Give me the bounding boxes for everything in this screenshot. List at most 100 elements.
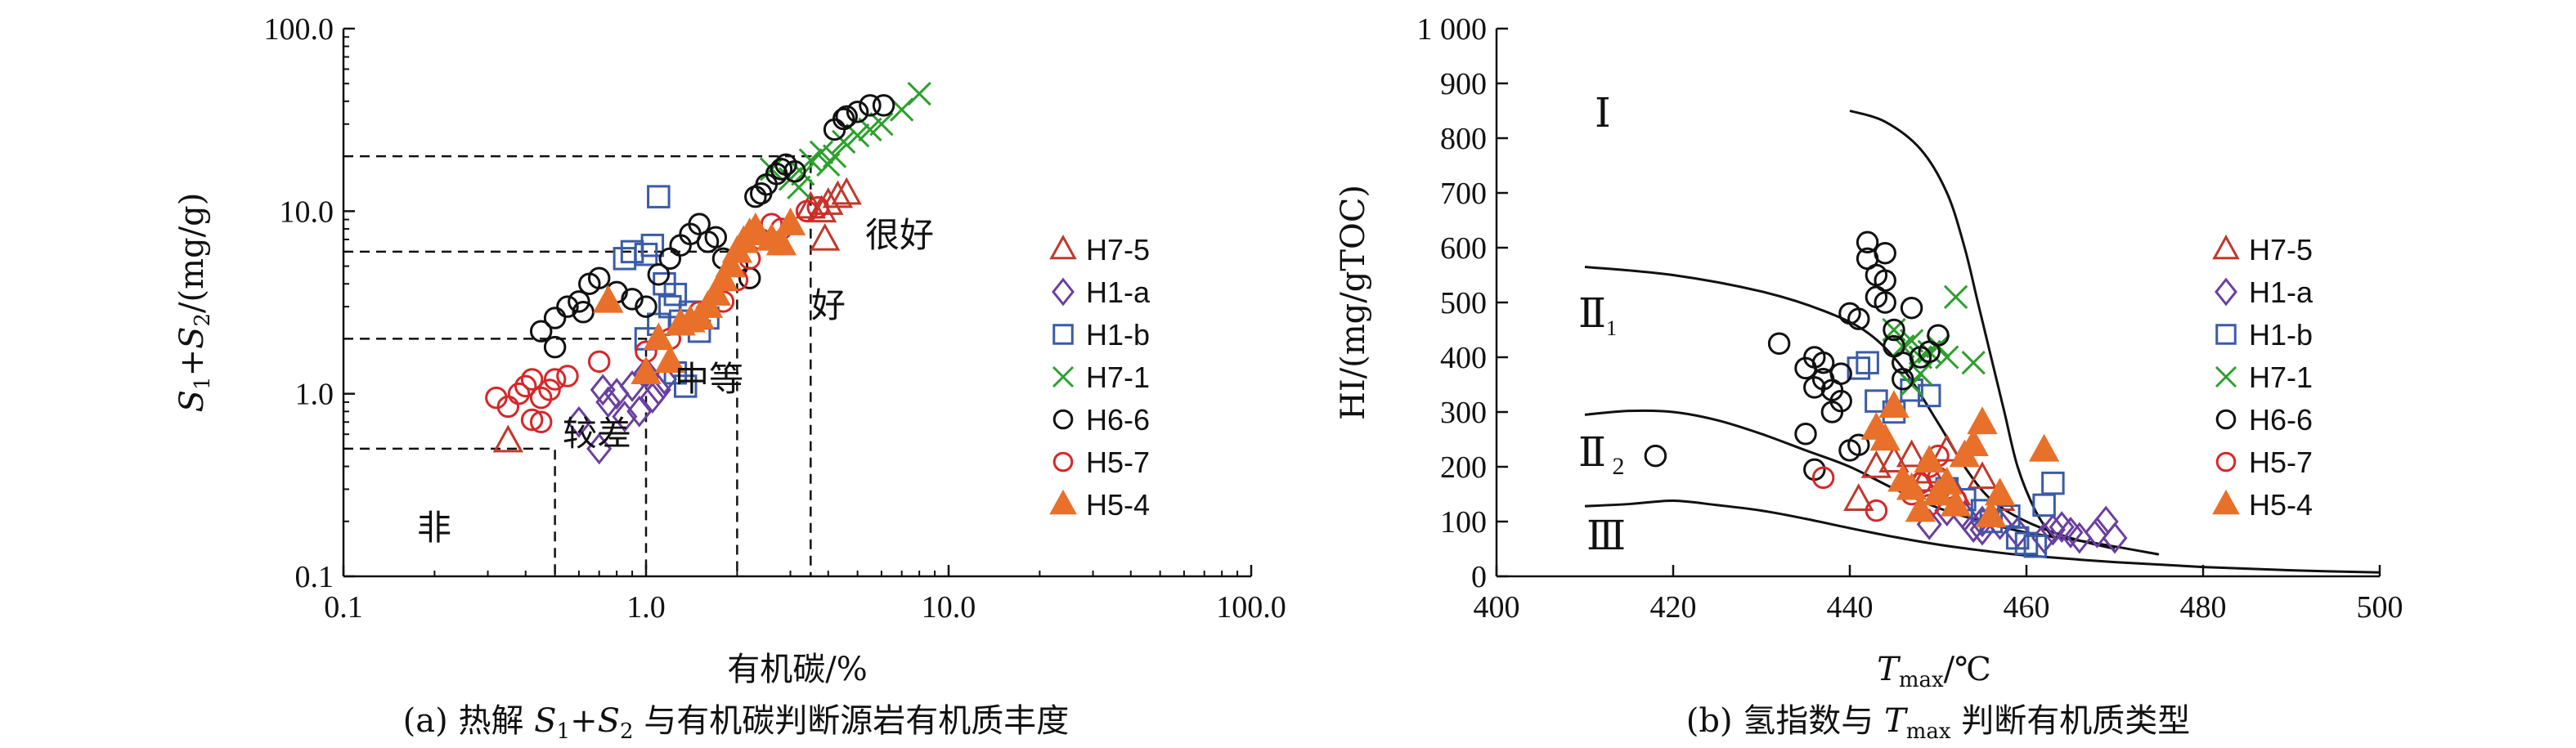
zone-label-poor-non: 非 (417, 508, 451, 548)
point-H1-a (2040, 513, 2066, 546)
point-H5-4 (1896, 472, 1928, 500)
panel-b-chart: 400 420 440 460 480 500 0 100 200 300 400 500 600 700… (1335, 12, 2403, 744)
legend-marker-H7-5 (1049, 234, 1077, 260)
point-H5-7 (806, 195, 829, 219)
point-H6-6 (1644, 444, 1667, 468)
panel-a-legend: H7-5 H1-a H1-b H7-1 H6-6 H5-7 H5-4 (1049, 233, 1151, 522)
point-H6-6 (1892, 368, 1914, 391)
legend-label-H1-b: H1-b (1086, 318, 1150, 352)
point-H5-7 (538, 378, 561, 401)
point-H6-6 (1829, 389, 1852, 413)
panel-b-legend: H7-5 H1-a H1-b H7-1 H6-6 H5-7 H5-4 (2212, 233, 2313, 522)
point-H5-4 (774, 207, 806, 235)
point-H6-6 (543, 307, 567, 329)
legend-marker-H5-7 (2215, 451, 2237, 473)
y-tick-label: 600 (1440, 231, 1487, 266)
point-H5-4 (1932, 466, 1963, 495)
point-H6-6 (835, 105, 858, 128)
point-H5-4 (654, 345, 685, 374)
x-tick-label: 460 (2004, 590, 2050, 625)
legend-marker-H1-a (1052, 277, 1075, 307)
zone-label-fair: 较差 (563, 414, 631, 454)
point-H5-7 (1865, 499, 1888, 522)
point-H5-4 (707, 263, 739, 292)
point-H1-b (634, 242, 658, 267)
point-H6-6 (1794, 423, 1817, 446)
point-H7-1 (816, 152, 841, 177)
x-tick-label: 10.0 (922, 590, 976, 625)
legend-label-H5-7: H5-7 (2249, 446, 2313, 479)
panel-b-caption: (b) 氢指数与 Tmax 判断有机质类型 (1686, 702, 2190, 744)
point-H6-6 (1811, 351, 1835, 374)
point-H1-a (645, 374, 671, 406)
point-H6-6 (1874, 291, 1896, 314)
point-H7-5 (1878, 445, 1910, 473)
point-H1-b (2014, 531, 2039, 556)
point-H6-6 (1900, 296, 1923, 320)
point-H5-7 (520, 368, 544, 391)
point-H7-5 (1896, 439, 1928, 468)
legend-label-H1-b: H1-b (2249, 318, 2313, 352)
point-H1-a (2049, 511, 2075, 544)
point-H7-5 (1967, 461, 1998, 490)
x-tick-label: 100.0 (1216, 590, 1286, 625)
point-H7-1 (858, 117, 882, 142)
panel-a-caption: (a) 热解 S1+S2 与有机碳判断源岩有机质丰度 (403, 702, 1070, 744)
point-H5-7 (556, 365, 579, 387)
point-H5-7 (529, 386, 553, 410)
threshold-line-1 (343, 338, 648, 576)
point-H1-a (640, 382, 666, 414)
point-H7-1 (1943, 284, 1968, 309)
point-H6-6 (543, 335, 567, 359)
x-tick-label: 1.0 (626, 590, 666, 625)
legend-label-H6-6: H6-6 (1086, 403, 1150, 437)
point-H6-6 (1856, 231, 1879, 254)
threshold-line-0 (343, 447, 556, 576)
point-H6-6 (704, 226, 728, 249)
y-tick-label: 1.0 (295, 378, 334, 412)
point-H5-4 (2028, 433, 2060, 462)
point-H5-7 (543, 368, 567, 391)
point-H5-4 (700, 278, 731, 306)
y-tick-label: 800 (1440, 122, 1487, 156)
legend-label-H7-5: H7-5 (1086, 233, 1150, 267)
legend-marker-H5-4 (1049, 489, 1077, 515)
zone-label-good: 好 (811, 285, 846, 325)
point-H7-5 (492, 424, 523, 453)
y-tick-label: 500 (1440, 286, 1487, 320)
point-H6-6 (556, 295, 579, 318)
x-tick-label: 420 (1650, 590, 1697, 625)
legend-label-H7-1: H7-1 (2249, 361, 2313, 394)
point-H6-6 (572, 301, 595, 324)
point-H5-4 (765, 227, 797, 256)
point-H1-b (1917, 383, 1941, 408)
point-H1-b (2041, 471, 2065, 495)
point-H1-a (586, 432, 613, 465)
zone-label-type-II1: Ⅱ1 (1578, 290, 1617, 340)
point-H1-a (626, 395, 653, 428)
point-H1-a (595, 386, 622, 419)
zone-label-type-I: Ⅰ (1595, 90, 1611, 136)
boundary-curve-0 (1849, 110, 2054, 539)
x-tick-label: 0.1 (324, 590, 363, 625)
point-H5-4 (1984, 477, 2016, 506)
legend-marker-H6-6 (2215, 409, 2237, 430)
point-H6-6 (1803, 376, 1826, 399)
point-H1-a (633, 356, 659, 389)
legend-label-H7-5: H7-5 (2249, 233, 2313, 267)
point-H6-6 (529, 320, 553, 343)
point-H5-4 (1869, 423, 1901, 451)
y-tick-label: 0.1 (295, 560, 334, 594)
point-H5-7 (520, 408, 544, 432)
point-H1-a (590, 374, 616, 406)
legend-marker-H1-b (2215, 324, 2237, 345)
panel-b-ticks: 400 420 440 460 480 500 0 100 200 300 400 500 600 700… (1417, 12, 2403, 625)
legend-marker-H5-4 (2212, 489, 2240, 515)
point-H7-5 (822, 180, 854, 208)
point-H5-4 (631, 356, 662, 384)
y-tick-label: 400 (1440, 341, 1487, 375)
point-H5-7 (507, 382, 531, 405)
panel-a-x-axis-label: 有机碳/% (727, 651, 867, 688)
point-H7-1 (832, 129, 856, 155)
panel-a-chart: 0.1 1.0 10.0 100.0 0.1 1.0 10.0 100.0 非 较差 中等 好… (173, 12, 1286, 744)
